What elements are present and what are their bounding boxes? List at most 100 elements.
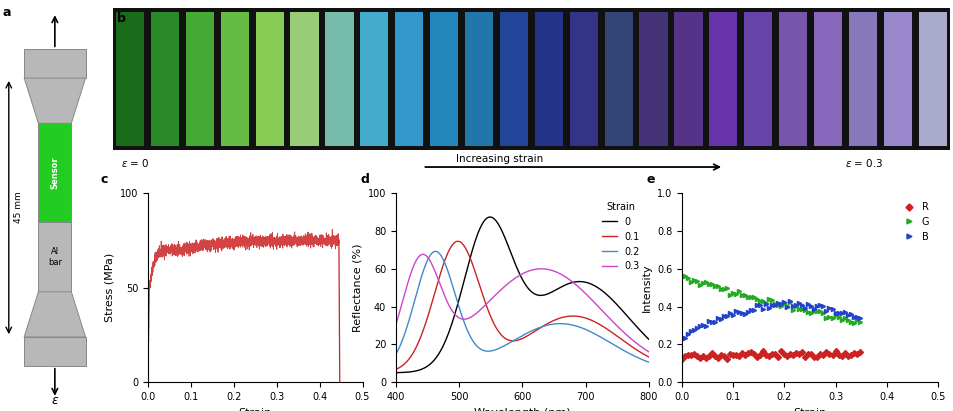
G	[790, 304, 801, 309]
Text: b: b	[116, 12, 126, 25]
Bar	[882, 12, 911, 146]
Bar	[220, 12, 249, 146]
Polygon shape	[24, 292, 86, 337]
Bar	[464, 12, 493, 146]
G	[679, 274, 690, 279]
G	[676, 275, 687, 279]
G	[730, 292, 741, 297]
B	[739, 312, 750, 316]
X-axis label: Strain: Strain	[238, 408, 272, 411]
B	[676, 335, 687, 339]
R	[723, 351, 735, 356]
Bar	[290, 12, 318, 146]
Bar	[848, 12, 876, 146]
Bar	[918, 12, 945, 146]
Bar	[116, 12, 144, 146]
Y-axis label: Intensity: Intensity	[640, 263, 651, 312]
0.1	[540, 321, 552, 326]
Text: Sensor: Sensor	[51, 156, 59, 189]
R	[706, 351, 718, 356]
0.2	[540, 323, 552, 328]
0.3	[512, 274, 523, 279]
Line: 0.3: 0.3	[395, 254, 648, 352]
G	[847, 321, 859, 326]
0	[642, 337, 654, 342]
Polygon shape	[24, 78, 86, 123]
0.2	[510, 337, 521, 342]
0.3	[510, 275, 521, 280]
Bar	[24, 337, 86, 366]
B	[709, 319, 720, 324]
Text: 45 mm: 45 mm	[14, 192, 23, 224]
Bar	[360, 12, 388, 146]
Legend: 0, 0.1, 0.2, 0.3: 0, 0.1, 0.2, 0.3	[598, 198, 643, 275]
0	[510, 264, 521, 269]
R	[676, 356, 687, 361]
Bar	[395, 12, 423, 146]
Line: R: R	[679, 349, 861, 361]
0.1	[510, 338, 521, 343]
Bar	[112, 8, 949, 150]
B	[730, 308, 741, 313]
Bar	[38, 123, 71, 222]
Line: 0.1: 0.1	[395, 241, 648, 369]
Bar	[499, 12, 527, 146]
Text: a: a	[2, 6, 10, 19]
0.3	[527, 267, 538, 272]
0.2	[642, 360, 654, 365]
0	[512, 268, 523, 273]
Line: G: G	[679, 275, 861, 325]
Bar	[151, 12, 179, 146]
G	[736, 292, 747, 297]
0	[540, 292, 552, 297]
0.2	[390, 352, 401, 357]
0	[390, 370, 401, 375]
Bar	[743, 12, 772, 146]
R	[775, 349, 786, 353]
Line: 0.2: 0.2	[395, 252, 648, 362]
0.3	[642, 349, 654, 354]
Bar	[779, 12, 806, 146]
G	[723, 293, 735, 298]
R	[736, 351, 747, 356]
Bar	[639, 12, 667, 146]
R	[720, 357, 732, 362]
B	[723, 311, 735, 316]
G	[739, 293, 750, 298]
0.2	[637, 358, 648, 363]
0.2	[512, 336, 523, 341]
Bar	[535, 12, 562, 146]
G	[853, 319, 864, 324]
Bar	[430, 12, 457, 146]
0	[637, 331, 648, 336]
0	[527, 291, 538, 296]
Bar	[674, 12, 701, 146]
0.2	[527, 328, 538, 332]
Text: Increasing strain: Increasing strain	[456, 154, 542, 164]
B	[679, 335, 690, 340]
Bar	[38, 222, 71, 292]
Legend: R, G, B: R, G, B	[900, 198, 932, 245]
R	[739, 353, 750, 358]
0.1	[452, 239, 463, 244]
Bar	[604, 12, 632, 146]
Text: $\varepsilon$: $\varepsilon$	[51, 394, 59, 407]
Line: 0: 0	[395, 217, 648, 373]
0.2	[429, 249, 440, 254]
X-axis label: Strain: Strain	[793, 408, 825, 411]
0	[484, 215, 496, 219]
0.3	[390, 322, 401, 327]
R	[793, 351, 804, 356]
0.3	[637, 346, 648, 351]
Bar	[255, 12, 283, 146]
Bar	[813, 12, 841, 146]
Text: $\varepsilon$ = 0: $\varepsilon$ = 0	[121, 157, 150, 169]
Text: d: d	[360, 173, 369, 186]
0.1	[598, 324, 609, 329]
R	[730, 353, 741, 358]
Y-axis label: Stress (MPa): Stress (MPa)	[104, 253, 114, 322]
R	[853, 350, 864, 355]
Text: c: c	[100, 173, 108, 186]
Bar	[24, 49, 86, 78]
Bar	[325, 12, 354, 146]
